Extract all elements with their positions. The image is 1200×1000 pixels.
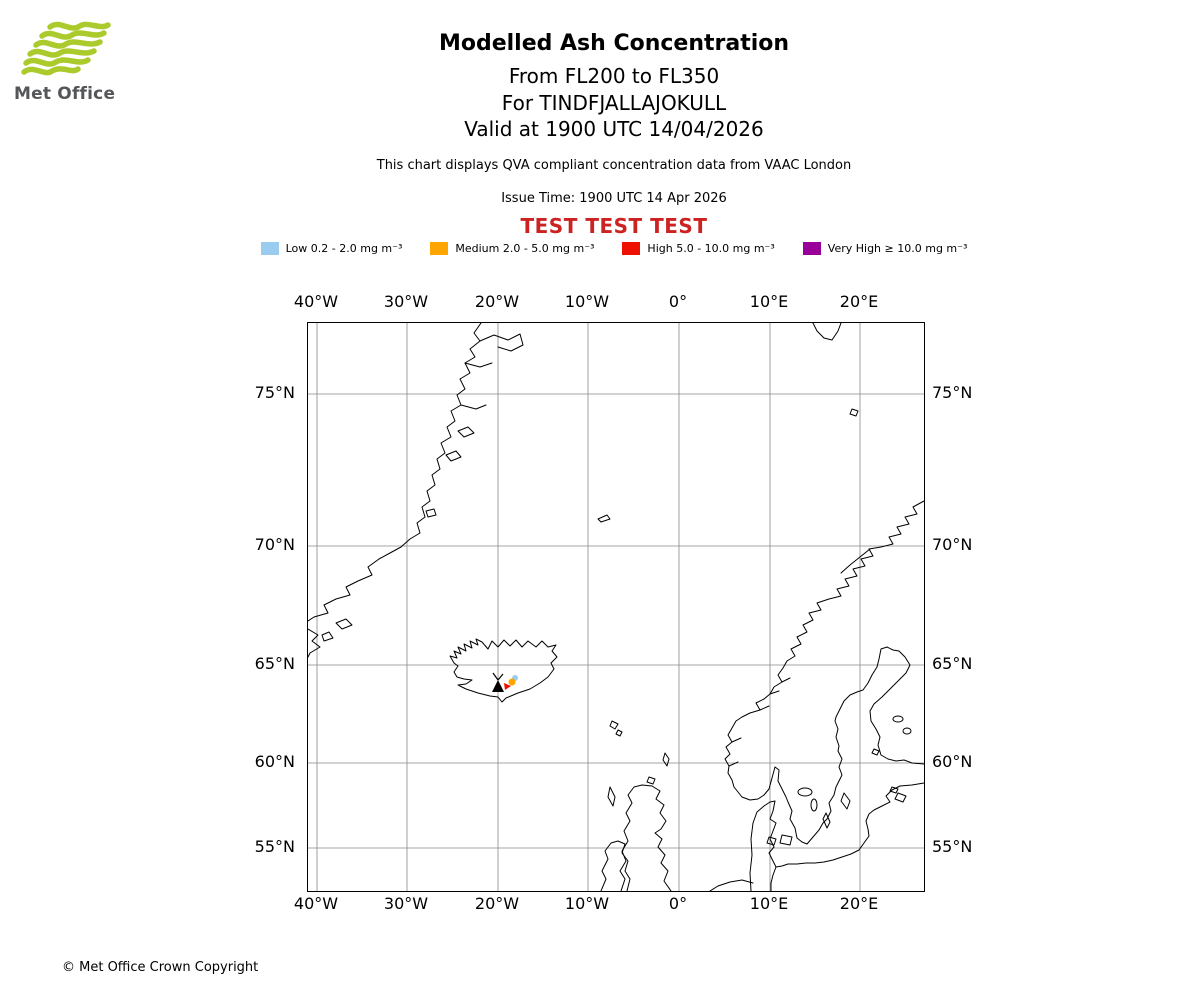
coastline-orkney bbox=[646, 776, 656, 785]
coastline-bear-island bbox=[849, 408, 859, 417]
lat-tick-label-left: 55°N bbox=[254, 837, 295, 856]
coastline-ireland bbox=[600, 840, 631, 891]
coastline-svalbard bbox=[812, 323, 842, 341]
map-frame bbox=[307, 322, 925, 892]
page-title: Modelled Ash Concentration bbox=[438, 31, 790, 56]
coastline-zealand bbox=[779, 834, 793, 846]
legend-label-high: High 5.0 - 10.0 mg m⁻³ bbox=[647, 242, 775, 255]
ash-plume-markers bbox=[492, 672, 518, 692]
coastline-denmark bbox=[749, 800, 777, 891]
legend-label-medium: Medium 2.0 - 5.0 mg m⁻³ bbox=[455, 242, 595, 255]
legend-item-very-high: Very High ≥ 10.0 mg m⁻³ bbox=[802, 242, 968, 255]
legend-swatch-low bbox=[260, 242, 279, 255]
lon-tick-label-bottom: 20°W bbox=[474, 894, 520, 913]
lon-tick-label-bottom: 30°W bbox=[383, 894, 429, 913]
coastline-iceland bbox=[449, 638, 558, 703]
lat-tick-label-right: 60°N bbox=[932, 752, 973, 771]
lon-tick-label-top: 20°E bbox=[839, 292, 879, 311]
lon-tick-label-top: 10°W bbox=[564, 292, 610, 311]
lon-tick-label-bottom: 0° bbox=[668, 894, 688, 913]
lat-tick-label-left: 60°N bbox=[254, 752, 295, 771]
volcano-eruption-lines bbox=[492, 672, 504, 681]
copyright-notice: © Met Office Crown Copyright bbox=[62, 960, 259, 975]
lon-tick-label-top: 40°W bbox=[293, 292, 339, 311]
subtitle-flight-levels: From FL200 to FL350 bbox=[508, 64, 720, 88]
coastline-funen bbox=[766, 836, 777, 846]
coastline-hebrides bbox=[607, 786, 616, 807]
lat-tick-label-left: 65°N bbox=[254, 654, 295, 673]
lat-tick-label-right: 70°N bbox=[932, 535, 973, 554]
coastline-scotland bbox=[619, 784, 672, 891]
legend-label-very-high: Very High ≥ 10.0 mg m⁻³ bbox=[827, 242, 968, 255]
lat-tick-label-right: 55°N bbox=[932, 837, 973, 856]
coastline-shetland bbox=[662, 752, 670, 767]
ash-dot-medium bbox=[508, 678, 516, 686]
lon-tick-label-bottom: 10°W bbox=[564, 894, 610, 913]
logo-text: Met Office bbox=[14, 84, 116, 104]
coastline-baltic bbox=[770, 782, 924, 891]
lon-tick-label-top: 0° bbox=[668, 292, 688, 311]
coastline-aland bbox=[871, 748, 880, 756]
lat-tick-label-right: 75°N bbox=[932, 383, 973, 402]
lon-tick-label-bottom: 10°E bbox=[749, 894, 789, 913]
lat-tick-label-right: 65°N bbox=[932, 654, 973, 673]
coastline-greenland bbox=[308, 323, 482, 622]
coastline-greenland-fjords bbox=[479, 333, 524, 352]
coastline-faroe bbox=[609, 720, 619, 730]
legend-item-high: High 5.0 - 10.0 mg m⁻³ bbox=[622, 242, 775, 255]
coastline-german-bight bbox=[709, 879, 754, 891]
volcano-marker-icon bbox=[492, 680, 504, 692]
lon-tick-label-bottom: 20°E bbox=[839, 894, 879, 913]
lon-tick-label-top: 30°W bbox=[383, 292, 429, 311]
legend-swatch-very-high bbox=[802, 242, 821, 255]
test-banner: TEST TEST TEST bbox=[520, 214, 708, 238]
coastline-gotland bbox=[840, 792, 851, 810]
subtitle-valid-time: Valid at 1900 UTC 14/04/2026 bbox=[464, 117, 764, 141]
lake-vattern bbox=[810, 798, 818, 812]
legend: Low 0.2 - 2.0 mg m⁻³ Medium 2.0 - 5.0 mg… bbox=[28, 242, 1200, 255]
coastline-scandinavia bbox=[724, 500, 924, 845]
subtitle-volcano: For TINDFJALLAJOKULL bbox=[501, 91, 727, 115]
met-office-logo: Met Office bbox=[14, 20, 134, 104]
lake-vanern bbox=[797, 787, 813, 797]
coastlines bbox=[308, 323, 924, 891]
lon-tick-label-top: 10°E bbox=[749, 292, 789, 311]
lat-tick-label-left: 70°N bbox=[254, 535, 295, 554]
legend-label-low: Low 0.2 - 2.0 mg m⁻³ bbox=[285, 242, 403, 255]
legend-swatch-high bbox=[622, 242, 641, 255]
qva-note: This chart displays QVA compliant concen… bbox=[376, 158, 852, 173]
finnish-lake bbox=[902, 727, 912, 735]
coastline-oland bbox=[822, 812, 831, 829]
lon-tick-label-bottom: 40°W bbox=[293, 894, 339, 913]
map-svg bbox=[308, 323, 924, 891]
ash-dot-high bbox=[504, 683, 511, 690]
lon-tick-label-top: 20°W bbox=[474, 292, 520, 311]
coastline-lofoten bbox=[840, 548, 871, 574]
finnish-lake bbox=[892, 715, 904, 723]
lat-tick-label-left: 75°N bbox=[254, 383, 295, 402]
coastline-jan-mayen bbox=[597, 514, 611, 523]
coastline-saaremaa bbox=[894, 792, 907, 803]
logo-waves-icon bbox=[21, 21, 111, 76]
legend-item-low: Low 0.2 - 2.0 mg m⁻³ bbox=[260, 242, 403, 255]
legend-item-medium: Medium 2.0 - 5.0 mg m⁻³ bbox=[430, 242, 594, 255]
issue-time: Issue Time: 1900 UTC 14 Apr 2026 bbox=[501, 191, 727, 206]
grid-lines bbox=[308, 323, 924, 891]
legend-swatch-medium bbox=[430, 242, 449, 255]
